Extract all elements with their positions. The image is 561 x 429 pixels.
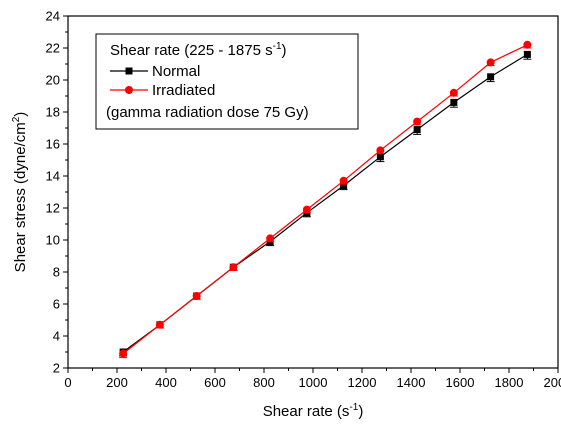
x-tick-label: 400 (155, 375, 177, 390)
y-tick-label: 14 (46, 169, 60, 184)
data-point (192, 292, 201, 300)
series-line-irradiated (122, 44, 528, 355)
x-tick-label: 1600 (446, 375, 475, 390)
x-axis: 0 200 400 600 800 1000 1200 1400 1600 1800 2000 (64, 368, 561, 390)
data-point (302, 205, 311, 214)
x-tick-label: 200 (106, 375, 128, 390)
y-tick-label: 24 (46, 9, 60, 24)
y-tick-label: 10 (46, 233, 60, 248)
data-point (376, 153, 384, 161)
data-point (413, 117, 422, 126)
y-tick-label: 2 (53, 361, 60, 376)
legend-marker-normal (125, 67, 133, 75)
legend-box (95, 33, 359, 130)
data-point (339, 176, 348, 185)
y-tick-label: 22 (46, 41, 60, 56)
x-axis-title: Shear rate (s-1) (263, 402, 364, 420)
legend-title-superscript: -1 (273, 41, 282, 52)
y-tick-label: 20 (46, 73, 60, 88)
data-point (450, 98, 458, 106)
data-point (487, 73, 495, 81)
y-axis-title: Shear stress (dyne/cm2) (11, 112, 29, 273)
data-point (413, 126, 421, 134)
legend-label-normal: Normal (152, 63, 200, 80)
x-tick-label: 2000 (544, 375, 561, 390)
legend-title: Shear rate (225 - 1875 s-1) (110, 41, 287, 59)
y-tick-label: 8 (53, 265, 60, 280)
series-irradiated (119, 40, 532, 359)
y-tick-label: 16 (46, 137, 60, 152)
legend: Shear rate (225 - 1875 s-1) Normal Irrad… (95, 33, 359, 130)
y-tick-label: 18 (46, 105, 60, 120)
y-tick-label: 6 (53, 297, 60, 312)
y-tick-label: 12 (46, 201, 60, 216)
data-point (523, 40, 532, 49)
legend-marker-irradiated (125, 86, 133, 94)
data-point (340, 182, 348, 190)
legend-note: (gamma radiation dose 75 Gy) (106, 104, 309, 121)
x-tick-label: 1800 (495, 375, 524, 390)
y-axis-title-superscript: 2 (11, 116, 22, 122)
data-point (229, 263, 238, 272)
legend-label-irradiated: Irradiated (152, 82, 215, 99)
data-point (266, 234, 275, 243)
data-point (449, 88, 458, 97)
x-tick-label: 1400 (397, 375, 426, 390)
x-axis-title-superscript: -1 (349, 402, 358, 413)
x-tick-label: 1000 (299, 375, 328, 390)
data-point (119, 349, 128, 358)
x-tick-label: 600 (204, 375, 226, 390)
data-point (376, 146, 385, 155)
data-point (486, 58, 495, 67)
x-tick-label: 800 (253, 375, 275, 390)
x-tick-label: 1200 (348, 375, 377, 390)
y-tick-label: 4 (53, 329, 60, 344)
data-point (523, 50, 531, 58)
x-tick-label: 0 (64, 375, 71, 390)
data-point (155, 320, 164, 329)
series-layer (119, 40, 532, 359)
